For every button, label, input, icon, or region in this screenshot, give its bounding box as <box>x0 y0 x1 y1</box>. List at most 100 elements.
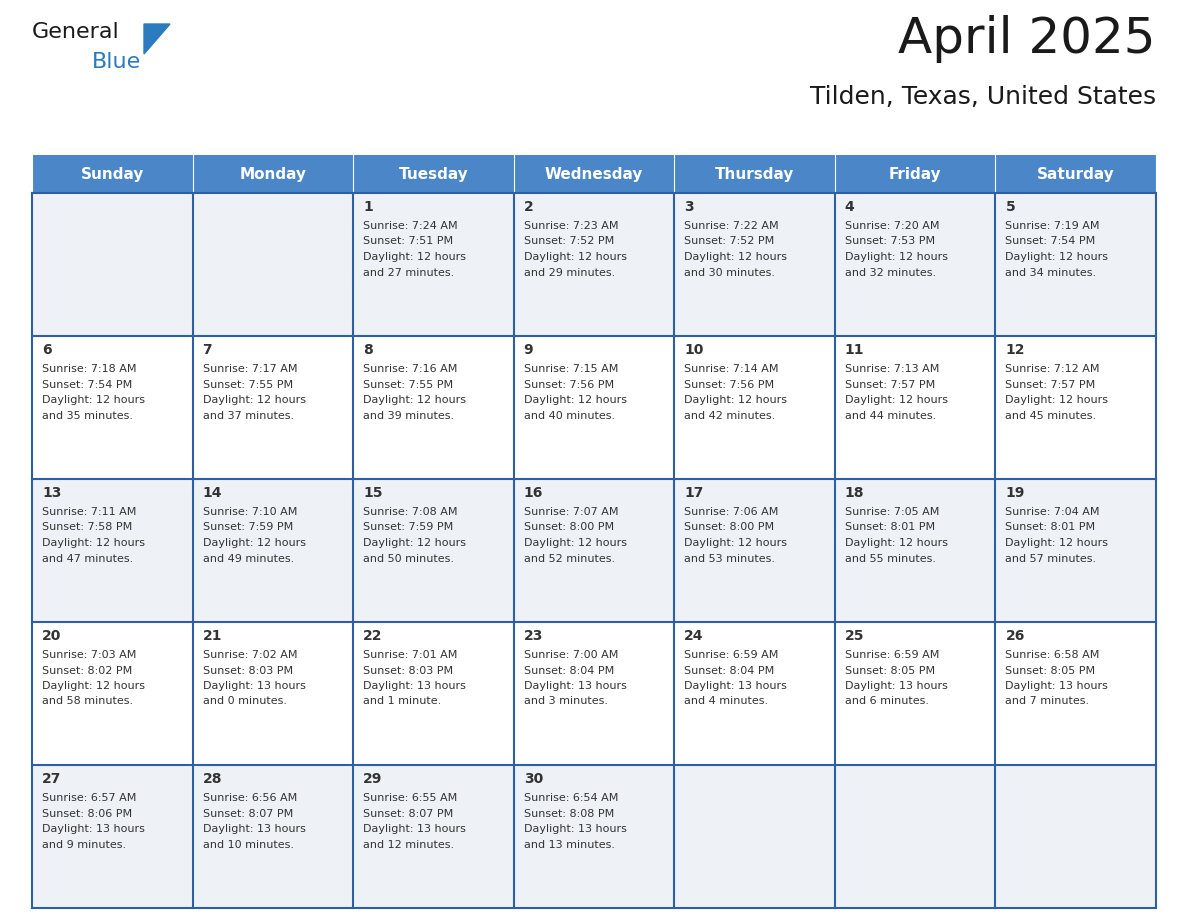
Text: Monday: Monday <box>239 166 307 182</box>
Text: and 40 minutes.: and 40 minutes. <box>524 410 615 420</box>
Text: and 1 minute.: and 1 minute. <box>364 697 442 707</box>
Text: Daylight: 12 hours: Daylight: 12 hours <box>845 395 948 405</box>
Text: Sunrise: 7:04 AM: Sunrise: 7:04 AM <box>1005 507 1100 517</box>
Text: Sunset: 7:55 PM: Sunset: 7:55 PM <box>203 379 292 389</box>
Text: Sunrise: 6:56 AM: Sunrise: 6:56 AM <box>203 793 297 803</box>
Text: Daylight: 12 hours: Daylight: 12 hours <box>524 538 627 548</box>
Text: Sunset: 7:57 PM: Sunset: 7:57 PM <box>1005 379 1095 389</box>
Text: Sunset: 7:58 PM: Sunset: 7:58 PM <box>42 522 132 532</box>
Text: Sunset: 8:01 PM: Sunset: 8:01 PM <box>845 522 935 532</box>
Text: and 30 minutes.: and 30 minutes. <box>684 267 776 277</box>
Bar <box>32 155 1156 193</box>
Text: and 27 minutes.: and 27 minutes. <box>364 267 454 277</box>
Text: and 55 minutes.: and 55 minutes. <box>845 554 936 564</box>
Text: Sunrise: 7:17 AM: Sunrise: 7:17 AM <box>203 364 297 374</box>
Text: Daylight: 13 hours: Daylight: 13 hours <box>524 824 626 834</box>
Text: Sunrise: 7:14 AM: Sunrise: 7:14 AM <box>684 364 779 374</box>
Text: Daylight: 12 hours: Daylight: 12 hours <box>203 538 305 548</box>
Text: Sunset: 8:01 PM: Sunset: 8:01 PM <box>1005 522 1095 532</box>
Text: Daylight: 12 hours: Daylight: 12 hours <box>1005 538 1108 548</box>
Text: Sunrise: 7:20 AM: Sunrise: 7:20 AM <box>845 221 940 231</box>
Text: 11: 11 <box>845 343 865 357</box>
Text: and 44 minutes.: and 44 minutes. <box>845 410 936 420</box>
Text: Daylight: 12 hours: Daylight: 12 hours <box>845 252 948 262</box>
Text: Daylight: 12 hours: Daylight: 12 hours <box>42 538 145 548</box>
Text: Sunset: 8:08 PM: Sunset: 8:08 PM <box>524 809 614 819</box>
Text: Sunrise: 6:54 AM: Sunrise: 6:54 AM <box>524 793 618 803</box>
Text: and 58 minutes.: and 58 minutes. <box>42 697 133 707</box>
Text: and 10 minutes.: and 10 minutes. <box>203 839 293 849</box>
Text: Daylight: 12 hours: Daylight: 12 hours <box>364 252 466 262</box>
Text: Daylight: 13 hours: Daylight: 13 hours <box>42 824 145 834</box>
Text: Sunrise: 7:02 AM: Sunrise: 7:02 AM <box>203 650 297 660</box>
Text: 2: 2 <box>524 200 533 214</box>
Text: and 53 minutes.: and 53 minutes. <box>684 554 776 564</box>
Text: and 35 minutes.: and 35 minutes. <box>42 410 133 420</box>
Text: Tuesday: Tuesday <box>398 166 468 182</box>
Text: General: General <box>32 22 120 42</box>
Text: Sunrise: 7:24 AM: Sunrise: 7:24 AM <box>364 221 457 231</box>
Text: Daylight: 13 hours: Daylight: 13 hours <box>203 824 305 834</box>
Text: Sunrise: 7:22 AM: Sunrise: 7:22 AM <box>684 221 779 231</box>
Text: 9: 9 <box>524 343 533 357</box>
Text: Sunset: 7:52 PM: Sunset: 7:52 PM <box>684 237 775 247</box>
Text: Sunrise: 6:58 AM: Sunrise: 6:58 AM <box>1005 650 1100 660</box>
Text: Sunrise: 6:55 AM: Sunrise: 6:55 AM <box>364 793 457 803</box>
Text: Sunrise: 6:57 AM: Sunrise: 6:57 AM <box>42 793 137 803</box>
Text: and 42 minutes.: and 42 minutes. <box>684 410 776 420</box>
Text: April 2025: April 2025 <box>898 15 1156 63</box>
Text: Daylight: 12 hours: Daylight: 12 hours <box>42 681 145 691</box>
Text: 19: 19 <box>1005 486 1025 500</box>
Text: Sunrise: 7:15 AM: Sunrise: 7:15 AM <box>524 364 618 374</box>
Text: Daylight: 12 hours: Daylight: 12 hours <box>684 538 788 548</box>
Text: 1: 1 <box>364 200 373 214</box>
Text: Blue: Blue <box>91 52 141 72</box>
Text: Tilden, Texas, United States: Tilden, Texas, United States <box>810 85 1156 109</box>
Text: Sunset: 7:59 PM: Sunset: 7:59 PM <box>364 522 454 532</box>
Text: Sunrise: 7:01 AM: Sunrise: 7:01 AM <box>364 650 457 660</box>
Text: Daylight: 12 hours: Daylight: 12 hours <box>1005 395 1108 405</box>
Text: Sunset: 8:02 PM: Sunset: 8:02 PM <box>42 666 132 676</box>
Text: Daylight: 13 hours: Daylight: 13 hours <box>845 681 948 691</box>
Text: 7: 7 <box>203 343 213 357</box>
Text: Saturday: Saturday <box>1037 166 1114 182</box>
Bar <box>32 622 1156 765</box>
Text: Sunrise: 7:16 AM: Sunrise: 7:16 AM <box>364 364 457 374</box>
Text: 29: 29 <box>364 772 383 786</box>
Text: Sunset: 7:55 PM: Sunset: 7:55 PM <box>364 379 454 389</box>
Text: 21: 21 <box>203 629 222 643</box>
Text: Sunday: Sunday <box>81 166 144 182</box>
Text: Sunset: 8:05 PM: Sunset: 8:05 PM <box>845 666 935 676</box>
Text: Sunset: 7:53 PM: Sunset: 7:53 PM <box>845 237 935 247</box>
Text: and 37 minutes.: and 37 minutes. <box>203 410 293 420</box>
Text: Sunset: 8:05 PM: Sunset: 8:05 PM <box>1005 666 1095 676</box>
Text: Friday: Friday <box>889 166 941 182</box>
Text: 24: 24 <box>684 629 703 643</box>
Text: Daylight: 12 hours: Daylight: 12 hours <box>364 538 466 548</box>
Text: Sunset: 7:54 PM: Sunset: 7:54 PM <box>42 379 132 389</box>
Text: 13: 13 <box>42 486 62 500</box>
Text: Daylight: 13 hours: Daylight: 13 hours <box>364 681 466 691</box>
Text: Sunset: 8:03 PM: Sunset: 8:03 PM <box>364 666 454 676</box>
Text: Wednesday: Wednesday <box>545 166 643 182</box>
Text: Sunset: 8:00 PM: Sunset: 8:00 PM <box>684 522 775 532</box>
Text: and 57 minutes.: and 57 minutes. <box>1005 554 1097 564</box>
Text: Daylight: 12 hours: Daylight: 12 hours <box>42 395 145 405</box>
Text: and 49 minutes.: and 49 minutes. <box>203 554 293 564</box>
Text: 12: 12 <box>1005 343 1025 357</box>
Text: Sunset: 8:00 PM: Sunset: 8:00 PM <box>524 522 614 532</box>
Text: and 45 minutes.: and 45 minutes. <box>1005 410 1097 420</box>
Text: Sunrise: 7:06 AM: Sunrise: 7:06 AM <box>684 507 778 517</box>
Text: 26: 26 <box>1005 629 1025 643</box>
Text: Sunrise: 6:59 AM: Sunrise: 6:59 AM <box>684 650 778 660</box>
Text: Sunset: 7:54 PM: Sunset: 7:54 PM <box>1005 237 1095 247</box>
Text: 23: 23 <box>524 629 543 643</box>
Text: Sunrise: 7:13 AM: Sunrise: 7:13 AM <box>845 364 940 374</box>
Text: Sunrise: 7:23 AM: Sunrise: 7:23 AM <box>524 221 618 231</box>
Text: Sunrise: 6:59 AM: Sunrise: 6:59 AM <box>845 650 940 660</box>
Text: Daylight: 12 hours: Daylight: 12 hours <box>524 395 627 405</box>
Text: Sunrise: 7:19 AM: Sunrise: 7:19 AM <box>1005 221 1100 231</box>
Text: Sunset: 8:07 PM: Sunset: 8:07 PM <box>364 809 454 819</box>
Text: Thursday: Thursday <box>715 166 795 182</box>
Bar <box>32 765 1156 908</box>
